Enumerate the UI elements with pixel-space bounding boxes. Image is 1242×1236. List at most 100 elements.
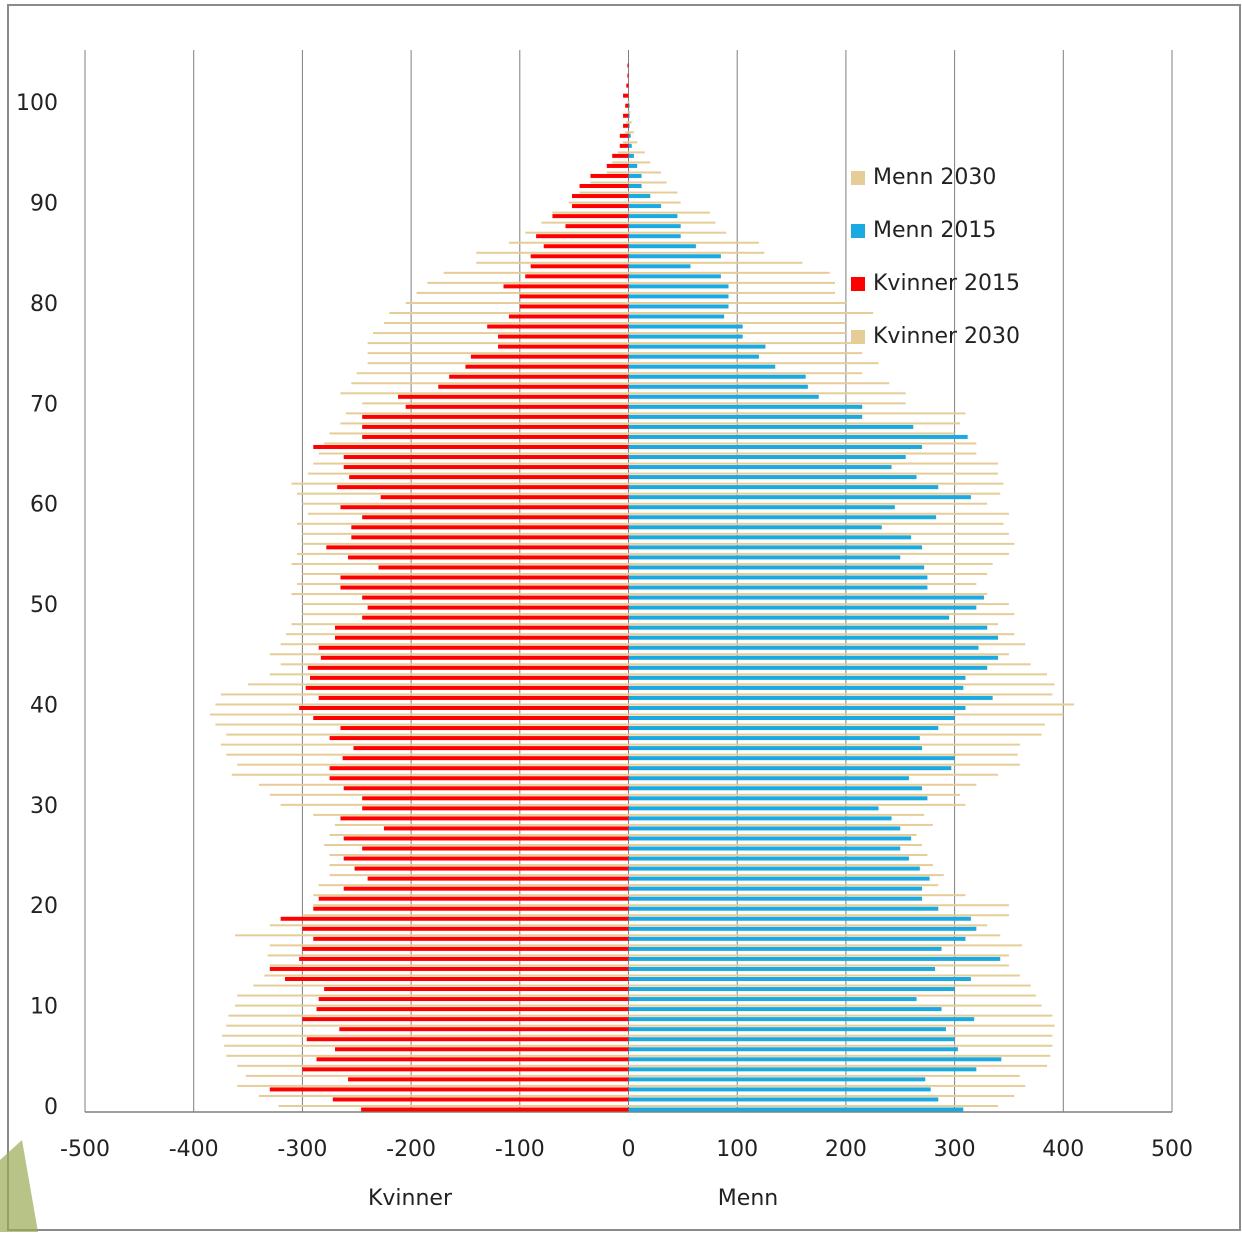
bar xyxy=(628,184,642,189)
y-tick-label: 50 xyxy=(30,593,58,618)
bar xyxy=(628,924,988,927)
bar xyxy=(628,756,955,761)
bar xyxy=(628,766,952,771)
x-tick-label: -300 xyxy=(277,1137,327,1162)
bar xyxy=(628,261,803,264)
bar xyxy=(299,705,629,710)
bar xyxy=(302,502,629,505)
bar xyxy=(367,352,629,355)
bar xyxy=(286,633,629,636)
bar xyxy=(628,776,909,781)
x-tick-label: 500 xyxy=(1151,1137,1193,1162)
bar xyxy=(310,675,629,680)
bar xyxy=(343,455,629,460)
bar xyxy=(628,211,711,214)
bar xyxy=(335,635,629,640)
bar xyxy=(628,615,950,620)
legend-swatch xyxy=(851,330,865,344)
x-tick-label: -500 xyxy=(60,1137,110,1162)
bar xyxy=(628,244,696,249)
bar xyxy=(373,332,629,335)
bar xyxy=(628,1024,1055,1027)
bar xyxy=(313,894,629,897)
bar xyxy=(628,613,1015,616)
bar xyxy=(628,746,922,751)
bar xyxy=(626,83,629,88)
bar xyxy=(571,194,629,199)
bar xyxy=(278,1104,629,1107)
bar xyxy=(628,1074,1020,1077)
bar xyxy=(237,1084,629,1087)
bar xyxy=(318,896,629,901)
bar xyxy=(362,515,629,520)
bar xyxy=(530,254,629,259)
bar xyxy=(367,362,629,365)
bar xyxy=(228,1014,629,1017)
bar xyxy=(628,1004,1042,1007)
bar xyxy=(628,593,988,596)
bar xyxy=(628,997,917,1002)
bar xyxy=(305,685,629,690)
bar xyxy=(628,535,912,540)
bar xyxy=(628,414,863,419)
bar xyxy=(628,773,999,776)
bar xyxy=(237,763,629,766)
x-axis-label: Menn xyxy=(718,1186,778,1211)
bar xyxy=(628,495,971,500)
bar xyxy=(343,786,629,791)
x-tick-label: 100 xyxy=(716,1137,758,1162)
bar xyxy=(628,121,632,124)
bar xyxy=(628,542,1015,545)
bar xyxy=(343,886,629,891)
bar xyxy=(628,173,642,178)
bar xyxy=(248,683,629,686)
bar xyxy=(628,974,1020,977)
bar xyxy=(628,956,1001,961)
bar xyxy=(628,846,901,851)
bar xyxy=(628,562,993,565)
x-tick-label: 200 xyxy=(825,1137,867,1162)
bar xyxy=(302,613,629,616)
bar xyxy=(628,585,928,590)
bar xyxy=(628,665,988,670)
bar xyxy=(628,163,638,168)
bar xyxy=(296,583,629,586)
bar xyxy=(627,101,629,104)
bar xyxy=(543,244,629,249)
bar xyxy=(628,412,966,415)
bar xyxy=(220,743,629,746)
bar xyxy=(628,653,1009,656)
bar xyxy=(348,555,629,560)
bar xyxy=(302,1067,629,1072)
bar xyxy=(318,997,629,1002)
bar xyxy=(316,1007,629,1012)
bar xyxy=(606,171,629,174)
bar xyxy=(378,565,629,570)
bar xyxy=(628,301,846,304)
bar xyxy=(628,896,922,901)
bar xyxy=(628,1104,999,1107)
bar xyxy=(612,161,629,164)
bar xyxy=(628,151,645,154)
bar xyxy=(291,562,629,565)
bar xyxy=(353,746,629,751)
bar xyxy=(291,623,629,626)
bar xyxy=(237,1064,629,1067)
bar xyxy=(628,575,928,580)
bar xyxy=(362,402,629,405)
bar xyxy=(628,103,630,108)
bar xyxy=(329,736,629,741)
decoration xyxy=(0,1140,38,1232)
bar xyxy=(226,1054,629,1057)
bar xyxy=(340,816,629,821)
bar xyxy=(627,63,629,68)
bar xyxy=(628,906,939,911)
bar xyxy=(628,552,1009,555)
bar xyxy=(269,964,629,967)
bar xyxy=(337,485,629,490)
bar xyxy=(318,645,629,650)
bar xyxy=(335,625,629,630)
bar xyxy=(628,954,1009,957)
bar xyxy=(628,532,1009,535)
x-axis-label: Kvinner xyxy=(368,1186,453,1211)
